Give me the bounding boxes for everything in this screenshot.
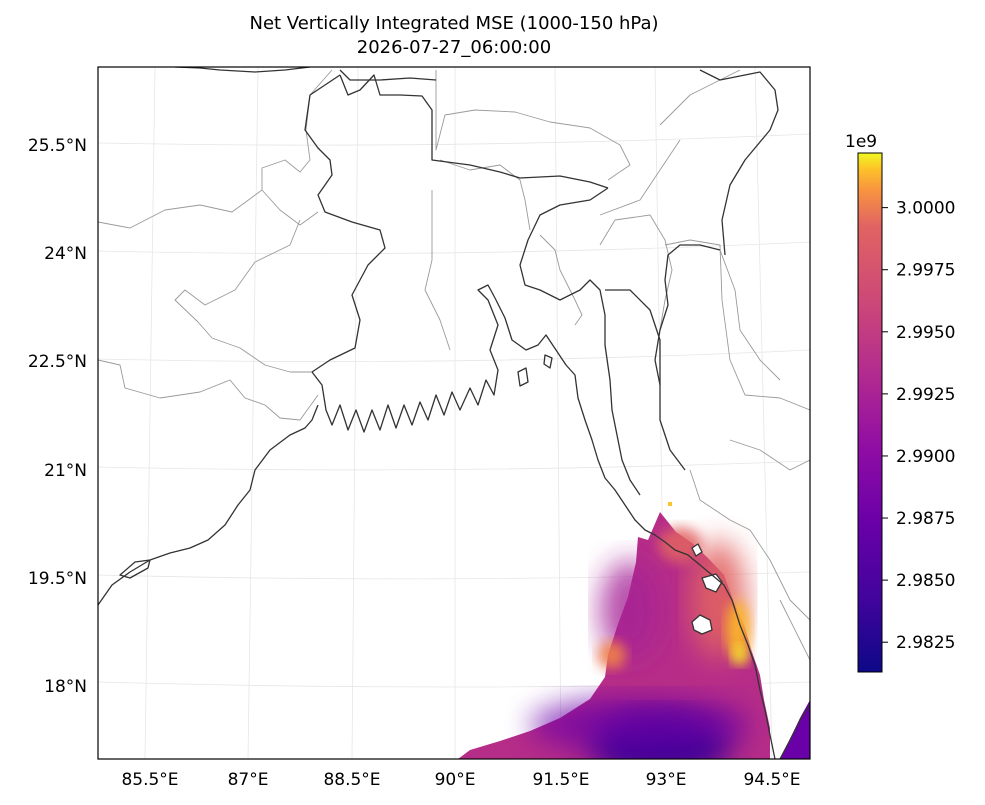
island-coast-5 xyxy=(543,354,553,369)
chart-subtitle: 2026-07-27_06:00:00 xyxy=(356,37,552,58)
x-axis-ticks: 85.5°E 87°E 88.5°E 90°E 91.5°E 93°E 94.5… xyxy=(121,770,800,790)
island-coast-3 xyxy=(691,543,703,557)
field-max-coast xyxy=(726,600,750,660)
border-india-bangladesh-west xyxy=(304,74,386,373)
field-high-north xyxy=(658,527,702,563)
state-border-wb-west xyxy=(174,219,313,373)
state-border-jharkhand xyxy=(98,359,319,421)
state-border-myanmar-1 xyxy=(689,469,810,621)
field-main-region xyxy=(458,512,770,759)
y-tick-label: 22.5°N xyxy=(28,352,87,372)
coastline xyxy=(98,67,810,759)
gridline-lon-94.5 xyxy=(754,67,773,759)
border-myanmar-north xyxy=(605,289,686,471)
field-speck xyxy=(668,502,672,506)
state-border-myanmar-4 xyxy=(779,599,810,661)
gridline-lat-24 xyxy=(98,241,810,254)
field-mid-west xyxy=(600,560,660,660)
state-border-manipur xyxy=(664,239,810,411)
gridline-lat-22.5 xyxy=(98,349,810,362)
colorbar: 1e9 2.9825 2.9850 2.9875 2.9900 2.9925 2.9950… xyxy=(845,132,955,673)
x-tick-label: 93°E xyxy=(646,770,687,790)
colorbar-tick-label: 2.9925 xyxy=(896,385,955,405)
field-high-west xyxy=(598,641,626,669)
coastline-odisha-wb xyxy=(98,404,319,606)
admin-borders xyxy=(98,67,810,661)
map-frame xyxy=(97,66,811,760)
gridline-lat-25.5 xyxy=(98,133,810,146)
state-border-meghalaya xyxy=(439,159,531,231)
state-border-india-ne-1 xyxy=(435,70,631,181)
colorbar-tick-label: 2.9825 xyxy=(896,633,955,653)
x-tick-label: 91.5°E xyxy=(532,770,589,790)
x-tick-label: 94.5°E xyxy=(743,770,800,790)
colorbar-tick-label: 2.9975 xyxy=(896,261,955,281)
colorbar-tick-label: 2.9950 xyxy=(896,323,955,343)
island-1 xyxy=(692,615,712,634)
coastline-bangladesh-east xyxy=(494,297,776,759)
state-border-assam xyxy=(599,139,681,216)
x-tick-label: 88.5°E xyxy=(323,770,380,790)
state-border-myanmar-2 xyxy=(719,249,781,381)
coastline-myanmar-south xyxy=(779,704,810,759)
border-bhutan xyxy=(339,69,437,81)
gridline-lon-85.5 xyxy=(144,67,156,759)
state-border-tripura xyxy=(539,234,583,326)
field-low-band xyxy=(530,697,750,753)
y-tick-label: 19.5°N xyxy=(28,569,87,589)
state-border-wb-north xyxy=(424,190,451,351)
y-tick-label: 24°N xyxy=(44,244,87,264)
border-bangladesh-east xyxy=(519,187,641,496)
x-tick-label: 85.5°E xyxy=(121,770,178,790)
colorbar-ticks: 2.9825 2.9850 2.9875 2.9900 2.9925 2.9950 2.99… xyxy=(882,199,955,653)
island-coast-1 xyxy=(691,614,713,635)
colorbar-tick-label: 2.9900 xyxy=(896,447,955,467)
y-tick-label: 18°N xyxy=(44,677,87,697)
island-coast-2 xyxy=(701,573,723,593)
state-border-jharkhand-n xyxy=(261,189,319,226)
border-nepal-north xyxy=(174,67,311,73)
y-axis-ticks: 18°N 19.5°N 21°N 22.5°N 24°N 25.5°N xyxy=(28,136,87,697)
colorbar-tick-label: 2.9875 xyxy=(896,509,955,529)
gridline-lon-87 xyxy=(247,67,259,759)
colorbar-offset-label: 1e9 xyxy=(845,132,877,152)
state-border-nagaland xyxy=(659,69,741,126)
border-india-myanmar xyxy=(654,244,721,386)
gridline-lat-21 xyxy=(98,460,810,471)
island-coast-6 xyxy=(119,559,151,579)
mse-field xyxy=(458,502,810,759)
chart-title: Net Vertically Integrated MSE (1000-150 … xyxy=(249,13,659,34)
y-tick-label: 21°N xyxy=(44,461,87,481)
field-max-coast-2 xyxy=(732,645,748,665)
colorbar-tick-label: 2.9850 xyxy=(896,571,955,591)
island-coast-4 xyxy=(517,367,529,387)
state-border-myanmar-3 xyxy=(729,439,810,471)
state-border-mizoram xyxy=(599,214,673,331)
coastline-sundarbans xyxy=(311,284,499,433)
x-tick-label: 90°E xyxy=(435,770,476,790)
y-tick-label: 25.5°N xyxy=(28,136,87,156)
colorbar-gradient xyxy=(857,152,883,673)
state-border-bihar xyxy=(98,69,333,229)
colorbar-tick-label: 3.0000 xyxy=(896,199,955,219)
gridline-lon-91.5 xyxy=(554,67,562,759)
border-ne-india-east xyxy=(699,69,779,256)
border-bangladesh-north xyxy=(339,74,609,189)
x-tick-label: 87°E xyxy=(228,770,269,790)
